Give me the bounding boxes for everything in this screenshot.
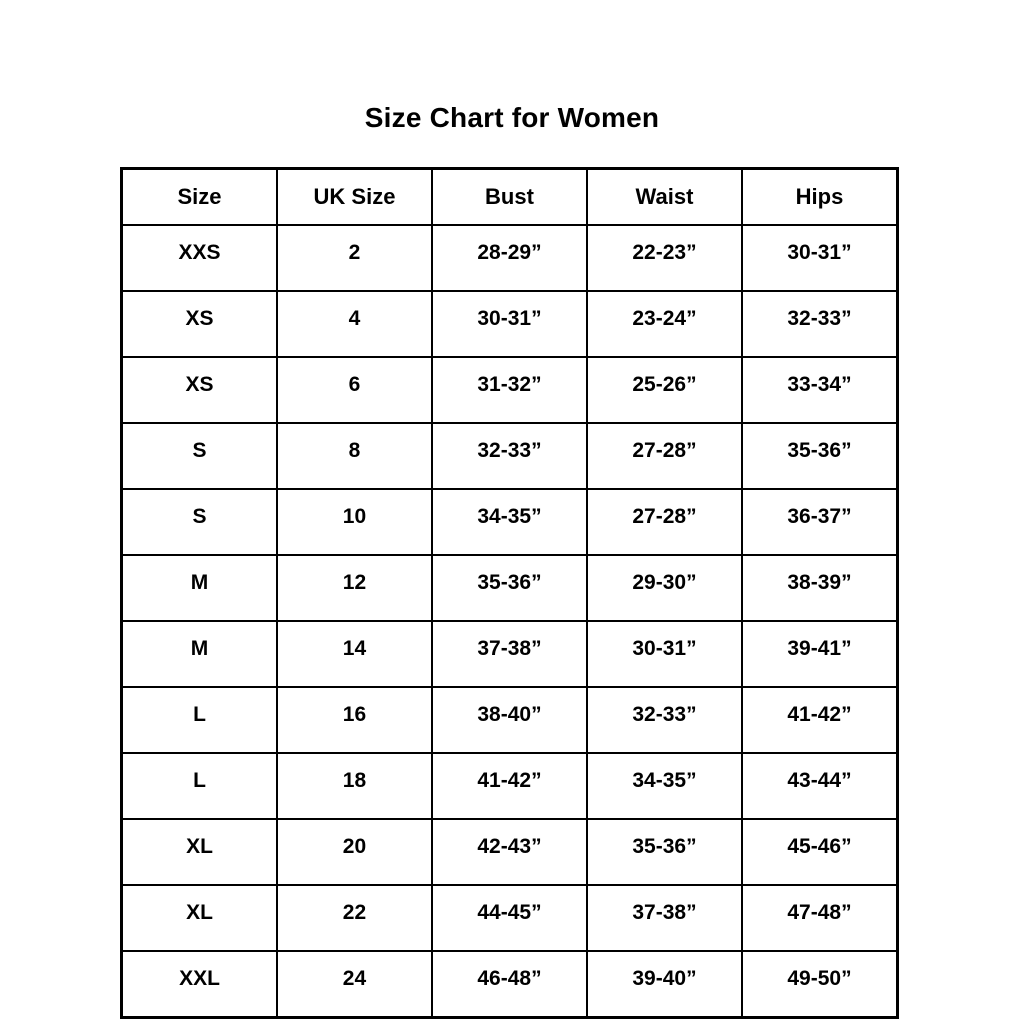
size-chart-body: XXS 2 28-29” 22-23” 30-31” XS 4 30-31” 23-24” 32-… [120, 224, 899, 1019]
table-cell: M [120, 554, 278, 622]
header-cell: Hips [740, 167, 899, 226]
table-cell: 33-34” [740, 356, 899, 424]
table-cell: 10 [275, 488, 433, 556]
table-row: S 10 34-35” 27-28” 36-37” [120, 488, 899, 556]
header-cell: Size [120, 167, 278, 226]
table-row: M 12 35-36” 29-30” 38-39” [120, 554, 899, 622]
table-cell: M [120, 620, 278, 688]
page-title: Size Chart for Women [364, 102, 660, 133]
table-cell: 24 [275, 950, 433, 1019]
header-row: Size UK Size Bust Waist Hips [120, 167, 899, 226]
table-cell: 37-38” [430, 620, 588, 688]
table-cell: 32-33” [740, 290, 899, 358]
table-cell: 36-37” [740, 488, 899, 556]
table-cell: 27-28” [585, 422, 743, 490]
table-cell: XS [120, 356, 278, 424]
table-cell: 14 [275, 620, 433, 688]
table-cell: 46-48” [430, 950, 588, 1019]
table-cell: 35-36” [430, 554, 588, 622]
table-cell: 39-41” [740, 620, 899, 688]
table-cell: 23-24” [585, 290, 743, 358]
table-cell: 27-28” [585, 488, 743, 556]
table-cell: 29-30” [585, 554, 743, 622]
table-cell: 30-31” [740, 224, 899, 292]
table-row: XL 20 42-43” 35-36” 45-46” [120, 818, 899, 886]
table-cell: XS [120, 290, 278, 358]
table-cell: 18 [275, 752, 433, 820]
table-cell: 2 [275, 224, 433, 292]
table-cell: S [120, 488, 278, 556]
table-row: XS 6 31-32” 25-26” 33-34” [120, 356, 899, 424]
table-cell: 44-45” [430, 884, 588, 952]
table-cell: XL [120, 818, 278, 886]
table-row: XXS 2 28-29” 22-23” 30-31” [120, 224, 899, 292]
header-cell: Waist [585, 167, 743, 226]
table-cell: L [120, 752, 278, 820]
table-cell: 25-26” [585, 356, 743, 424]
table-cell: 35-36” [585, 818, 743, 886]
table-cell: S [120, 422, 278, 490]
table-cell: 16 [275, 686, 433, 754]
table-row: S 8 32-33” 27-28” 35-36” [120, 422, 899, 490]
table-cell: 22-23” [585, 224, 743, 292]
table-cell: L [120, 686, 278, 754]
table-cell: 34-35” [585, 752, 743, 820]
table-cell: 30-31” [585, 620, 743, 688]
header-cell: Bust [430, 167, 588, 226]
table-cell: 4 [275, 290, 433, 358]
table-row: M 14 37-38” 30-31” 39-41” [120, 620, 899, 688]
table-cell: 41-42” [430, 752, 588, 820]
table-cell: 32-33” [585, 686, 743, 754]
table-cell: 31-32” [430, 356, 588, 424]
table-row: XXL 24 46-48” 39-40” 49-50” [120, 950, 899, 1019]
table-row: L 18 41-42” 34-35” 43-44” [120, 752, 899, 820]
table-cell: 37-38” [585, 884, 743, 952]
table-cell: 49-50” [740, 950, 899, 1019]
table-cell: 41-42” [740, 686, 899, 754]
table-row: XL 22 44-45” 37-38” 47-48” [120, 884, 899, 952]
table-cell: 28-29” [430, 224, 588, 292]
table-cell: 47-48” [740, 884, 899, 952]
table-cell: 45-46” [740, 818, 899, 886]
header-cell: UK Size [275, 167, 433, 226]
table-cell: 39-40” [585, 950, 743, 1019]
table-cell: 42-43” [430, 818, 588, 886]
table-cell: 38-39” [740, 554, 899, 622]
table-cell: 43-44” [740, 752, 899, 820]
size-chart-header: Size UK Size Bust Waist Hips [120, 167, 899, 226]
table-row: XS 4 30-31” 23-24” 32-33” [120, 290, 899, 358]
table-cell: 6 [275, 356, 433, 424]
table-cell: 38-40” [430, 686, 588, 754]
table-cell: 35-36” [740, 422, 899, 490]
table-cell: 30-31” [430, 290, 588, 358]
table-cell: 8 [275, 422, 433, 490]
table-cell: 20 [275, 818, 433, 886]
table-cell: XXL [120, 950, 278, 1019]
table-cell: XXS [120, 224, 278, 292]
table-cell: 12 [275, 554, 433, 622]
table-cell: XL [120, 884, 278, 952]
size-chart-table: Size UK Size Bust Waist Hips XXS 2 28-29” 22-23… [120, 167, 899, 1019]
table-cell: 32-33” [430, 422, 588, 490]
table-row: L 16 38-40” 32-33” 41-42” [120, 686, 899, 754]
table-cell: 34-35” [430, 488, 588, 556]
table-cell: 22 [275, 884, 433, 952]
